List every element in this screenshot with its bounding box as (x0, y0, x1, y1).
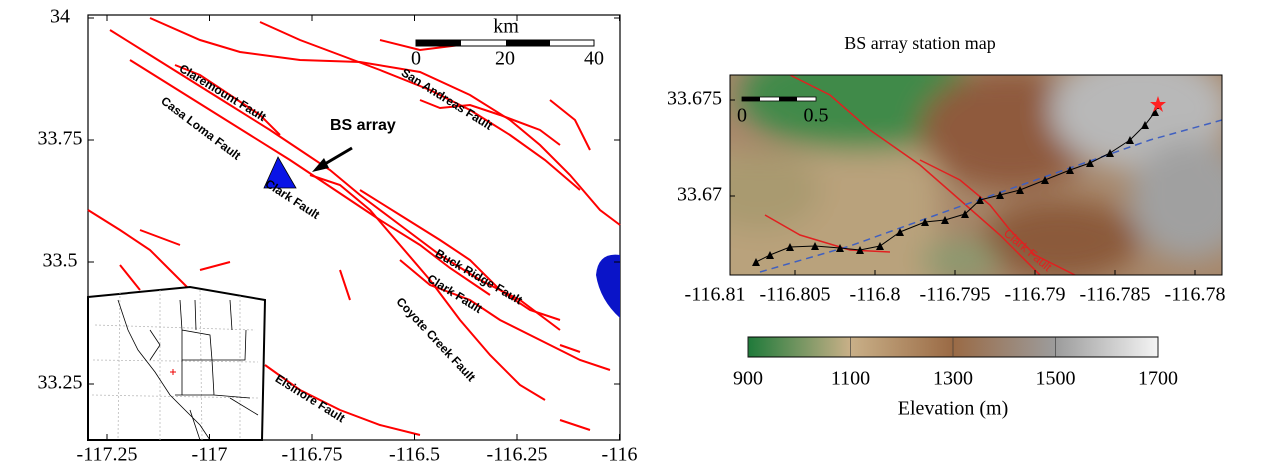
colorbar-tick-label: 1300 (933, 368, 973, 390)
y-tick-label: 34 (50, 6, 70, 28)
scale-unit: km (493, 16, 519, 38)
x-tick-label: -116.795 (920, 284, 991, 306)
x-tick-label: -116 (602, 444, 638, 466)
y-tick-label: 33.25 (38, 372, 83, 394)
x-tick-label: -116.8 (850, 284, 901, 306)
map-frame (729, 74, 1223, 276)
inset-map (87, 285, 267, 441)
x-tick-label: -116.78 (1165, 284, 1226, 306)
x-tick-label: -116.81 (685, 284, 746, 306)
y-tick-label: 33.5 (43, 250, 78, 272)
x-tick-label: -116.75 (282, 444, 343, 466)
scale-label: 0.5 (804, 105, 829, 127)
x-tick-label: -116.785 (1080, 284, 1151, 306)
scale-label: 0 (411, 48, 421, 70)
colorbar-tick-label: 1700 (1138, 368, 1178, 390)
x-tick-label: -116.805 (760, 284, 831, 306)
scale-label: 0 (737, 105, 747, 127)
arrow-head (312, 158, 329, 172)
lake (596, 254, 620, 318)
annotation: BS array (330, 117, 396, 134)
colorbar-tick-label: 1100 (831, 368, 870, 390)
colorbar-tick-label: 1500 (1036, 368, 1076, 390)
y-tick-label: 33.675 (667, 88, 722, 110)
scale-bar (741, 96, 817, 102)
colorbar-label: Elevation (m) (898, 398, 1009, 420)
terrain (730, 75, 1222, 275)
faults (87, 17, 621, 436)
scale-bar: km (415, 16, 595, 47)
right-map: BS array station map (729, 33, 1223, 420)
scale-label: 20 (495, 48, 515, 70)
scale-label: 40 (584, 48, 604, 70)
x-tick-label: -116.5 (389, 444, 440, 466)
colorbar-tick-label: 900 (733, 368, 763, 390)
x-tick-label: -116.79 (1005, 284, 1066, 306)
y-tick-label: 33.67 (677, 184, 722, 206)
x-tick-label: -117.25 (77, 444, 138, 466)
map-title: BS array station map (844, 33, 995, 53)
bs-array-marker (263, 156, 297, 189)
left-map: BS array Claremount Fault Casa Loma Faul… (87, 14, 621, 441)
x-tick-label: -117 (192, 444, 228, 466)
y-tick-label: 33.75 (38, 128, 83, 150)
x-tick-label: -116.25 (487, 444, 548, 466)
